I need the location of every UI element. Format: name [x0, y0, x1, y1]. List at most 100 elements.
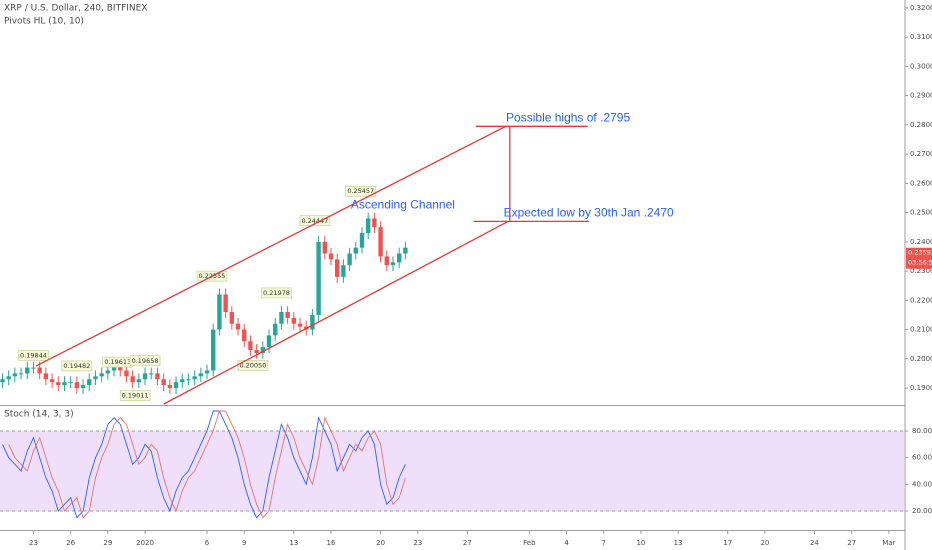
symbol-title: XRP / U.S. Dollar, 240, BITFINEX — [4, 4, 148, 14]
candle-body — [279, 312, 284, 324]
candle-body — [124, 370, 129, 377]
candle-body — [198, 373, 204, 377]
candle-body — [167, 385, 173, 389]
y-tick-label: 20.00 — [912, 507, 932, 515]
candle-body — [0, 379, 5, 383]
y-tick-label: 0.30000 — [910, 62, 932, 70]
x-tick-label: 7 — [602, 539, 606, 547]
candle-body — [161, 379, 166, 386]
pivot-label: 0.25457 — [347, 187, 374, 195]
y-tick-label: 0.25000 — [910, 209, 932, 217]
y-tick-label: 0.26000 — [910, 179, 932, 187]
candle-body — [359, 233, 365, 248]
candle-body — [223, 294, 228, 313]
candle-body — [18, 373, 24, 375]
x-tick-label: 10 — [636, 539, 645, 547]
candle-body — [173, 382, 179, 389]
pivot-box — [129, 355, 161, 367]
candle-body — [155, 373, 160, 380]
pivot-label: 0.21978 — [263, 289, 290, 297]
x-tick-label: Feb — [523, 539, 536, 547]
candle-body — [49, 379, 55, 383]
x-tick-label: 26 — [66, 539, 75, 547]
pivot-box — [299, 215, 331, 227]
x-tick-label: 20 — [760, 539, 769, 547]
candle-body — [118, 367, 123, 371]
y-tick-label: 0.24000 — [910, 238, 932, 246]
stoch-line — [2, 410, 406, 519]
candle-body — [365, 218, 371, 234]
candle-body — [149, 373, 154, 375]
candle-body — [74, 382, 80, 389]
candle-body — [347, 253, 352, 266]
x-tick-label: 17 — [723, 539, 732, 547]
candle-body — [235, 323, 241, 330]
x-tick-label: 13 — [289, 539, 298, 547]
pivot-box — [345, 185, 377, 197]
candle-body — [297, 323, 303, 327]
target-label: Possible highs of .2795 — [506, 110, 630, 124]
candle-body — [396, 253, 402, 263]
candle-body — [390, 262, 396, 266]
y-tick-label: 0.32000 — [910, 4, 932, 12]
stoch-line — [8, 410, 406, 519]
pivot-label: 0.19658 — [132, 357, 159, 365]
candle-body — [372, 218, 377, 228]
candle-body — [403, 247, 408, 254]
x-tick-label: 20 — [376, 539, 385, 547]
candle-body — [310, 314, 315, 330]
x-tick-label: 27 — [847, 539, 856, 547]
candle-body — [328, 253, 334, 260]
y-tick-label: 0.31000 — [910, 33, 932, 41]
candle-body — [111, 367, 117, 371]
candle-body — [6, 376, 11, 380]
candle-body — [260, 347, 266, 353]
x-tick-label: 4 — [564, 539, 569, 547]
x-tick-label: 23 — [413, 539, 422, 547]
candle-body — [37, 367, 42, 374]
candle-body — [285, 312, 290, 318]
candle-body — [12, 373, 18, 377]
x-tick-label: 27 — [463, 539, 472, 547]
indicator-title: Pivots HL (10, 10) — [4, 17, 84, 27]
pivot-box — [18, 350, 49, 361]
x-tick-label: 6 — [205, 539, 210, 547]
candle-body — [254, 350, 259, 353]
candle-body — [353, 247, 359, 254]
y-tick-label: 0.22000 — [910, 296, 932, 304]
candle-body — [99, 373, 104, 377]
last-price-tag — [906, 247, 932, 269]
candle-body — [204, 370, 210, 374]
y-tick-label: 60.00 — [912, 454, 932, 462]
x-tick-label: 13 — [674, 539, 683, 547]
x-tick-label: 2020 — [136, 539, 154, 547]
x-tick-label: Mar — [882, 539, 895, 547]
x-tick-label: 23 — [29, 539, 38, 547]
candle-body — [93, 376, 98, 380]
candle-body — [266, 335, 272, 348]
pivot-label: 0.19613 — [104, 358, 131, 366]
y-tick-label: 0.19000 — [910, 384, 932, 392]
pivot-box — [61, 360, 93, 372]
countdown: 03:56:55 — [908, 259, 932, 267]
pivot-label: 0.19482 — [63, 362, 90, 370]
candle-body — [229, 312, 235, 324]
candle-body — [62, 382, 67, 386]
x-tick-label: 24 — [810, 539, 819, 547]
channel-line — [163, 220, 509, 405]
candle-body — [186, 379, 191, 381]
last-price: 0.23593 — [908, 249, 932, 257]
x-tick-label: 29 — [103, 539, 112, 547]
candle-body — [68, 382, 73, 384]
candle-body — [217, 294, 222, 330]
stoch-title: Stoch (14, 3, 3) — [4, 410, 74, 420]
channel-label: Ascending Channel — [351, 197, 455, 211]
candle-body — [211, 329, 216, 371]
x-tick-label: 16 — [327, 539, 336, 547]
y-tick-label: 0.20000 — [910, 355, 932, 363]
candle-body — [25, 367, 30, 374]
candle-body — [56, 382, 61, 386]
x-tick-label: 9 — [242, 539, 246, 547]
